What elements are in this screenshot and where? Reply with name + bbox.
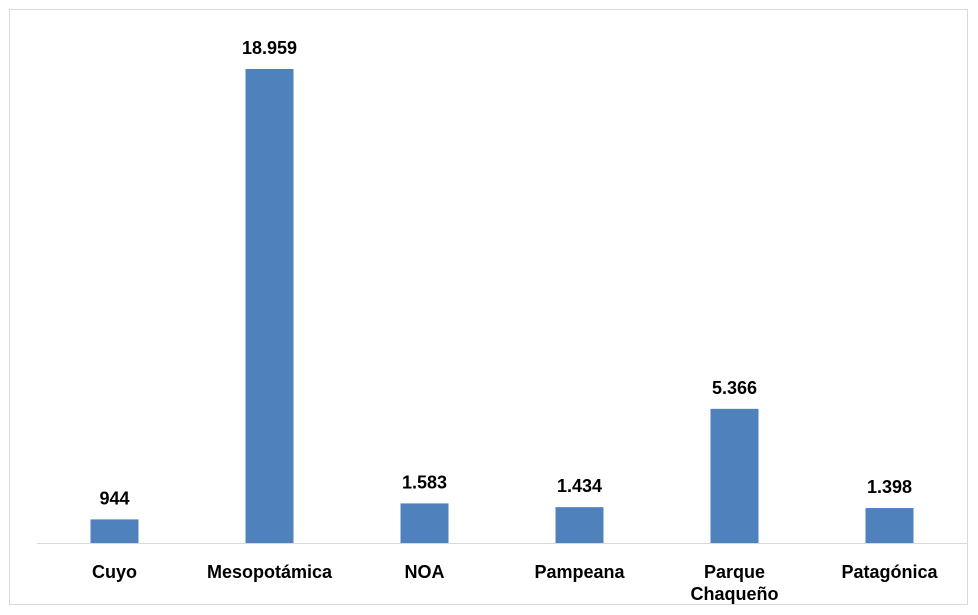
category-label-2: NOA <box>405 562 445 582</box>
bar-3 <box>555 507 604 543</box>
chart-frame <box>9 9 968 605</box>
bar-0 <box>90 519 139 543</box>
bar-5 <box>865 508 914 543</box>
category-label-0: Cuyo <box>92 562 137 582</box>
bar-2 <box>400 503 449 543</box>
value-label-0: 944 <box>99 488 129 508</box>
category-label-5: Patagónica <box>841 562 938 582</box>
category-label-line-0-0: Cuyo <box>92 562 137 582</box>
value-label-5: 1.398 <box>867 477 912 497</box>
category-label-line-3-0: Pampeana <box>534 562 625 582</box>
category-label-line-4-0: Parque <box>704 562 765 582</box>
bars-group <box>90 69 914 543</box>
category-labels-group: Cuyo Mesopotámica NOA Pampeana Parque Chaqueñ… <box>92 562 939 604</box>
value-label-4: 5.366 <box>712 378 757 398</box>
category-label-line-4-1: Chaqueño <box>691 584 779 604</box>
value-label-1: 18.959 <box>242 38 297 58</box>
bar-4 <box>710 408 759 543</box>
value-label-2: 1.583 <box>402 472 447 492</box>
category-label-3: Pampeana <box>534 562 625 582</box>
category-label-line-2-0: NOA <box>405 562 445 582</box>
value-label-3: 1.434 <box>557 476 602 496</box>
value-labels-group: 944 18.959 1.583 1.434 5.366 1.398 <box>99 38 912 508</box>
category-label-line-5-0: Patagónica <box>841 562 938 582</box>
category-label-4: Parque Chaqueño <box>691 562 779 604</box>
category-label-1: Mesopotámica <box>207 562 333 582</box>
category-label-line-1-0: Mesopotámica <box>207 562 333 582</box>
bar-1 <box>245 69 294 543</box>
